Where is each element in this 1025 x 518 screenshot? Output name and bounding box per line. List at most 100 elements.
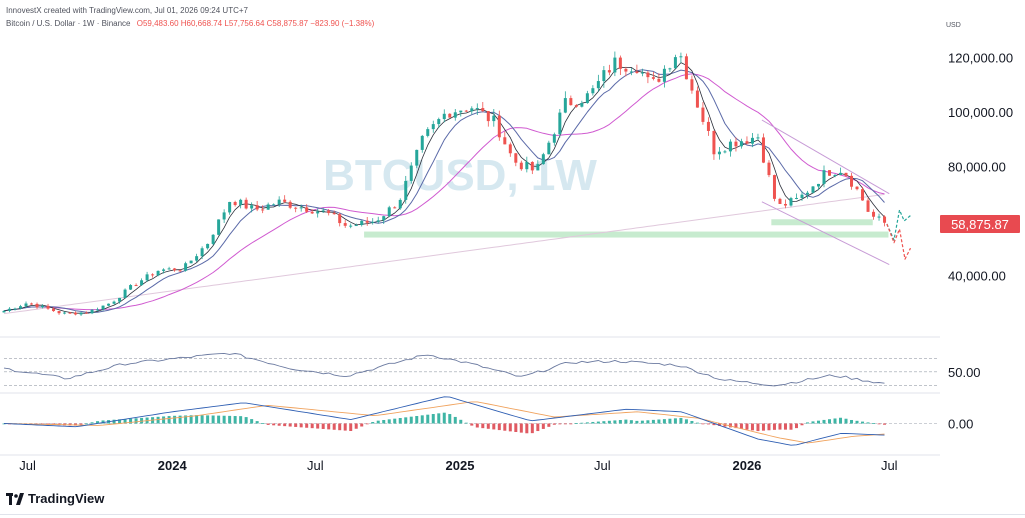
macd-histogram-bar <box>585 422 589 424</box>
macd-histogram-bar <box>591 421 595 424</box>
macd-histogram-bar <box>156 416 160 424</box>
macd-histogram-bar <box>354 423 358 429</box>
macd-histogram-bar <box>844 418 848 424</box>
macd-histogram-bar <box>596 421 600 424</box>
macd-histogram-bar <box>217 415 221 424</box>
macd-histogram-bar <box>129 418 133 424</box>
candle-body <box>321 210 325 212</box>
candle-body <box>486 111 490 122</box>
candle-body <box>618 57 622 69</box>
macd-histogram-bar <box>294 423 298 427</box>
macd-histogram-bar <box>470 423 474 426</box>
candle-body <box>558 112 562 135</box>
macd-histogram-bar <box>701 423 705 425</box>
macd-histogram-bar <box>431 414 435 424</box>
candle-body <box>415 149 419 166</box>
macd-histogram-bar <box>398 418 402 424</box>
macd-histogram-bar <box>426 414 430 424</box>
ma-200-line <box>3 193 885 315</box>
macd-histogram-bar <box>728 423 732 428</box>
candle-body <box>277 199 281 205</box>
chart-header: InnovestX created with TradingView.com, … <box>6 6 248 15</box>
candle-body <box>668 68 672 70</box>
macd-histogram-bar <box>850 419 854 424</box>
candle-body <box>211 234 215 244</box>
tradingview-logo-icon <box>6 492 24 505</box>
candle-body <box>173 268 177 271</box>
macd-histogram-bar <box>717 423 721 426</box>
candle-body <box>123 289 127 298</box>
macd-histogram-bar <box>112 419 116 424</box>
candle-body <box>635 71 639 74</box>
candle-body <box>574 105 578 107</box>
macd-histogram-bar <box>569 423 573 425</box>
candle-body <box>470 108 474 112</box>
candle-body <box>30 303 34 305</box>
candle-body <box>437 119 441 125</box>
macd-histogram-bar <box>327 423 331 430</box>
time-tick-1: 2024 <box>158 458 188 473</box>
rsi-axis-label: 50.00 <box>948 365 981 380</box>
candle-body <box>596 81 600 89</box>
candle-body <box>861 189 865 201</box>
candle-body <box>112 301 116 304</box>
candle-body <box>734 141 738 147</box>
candle-body <box>651 77 655 79</box>
candle-body <box>90 309 94 314</box>
ohlc-low: L57,756.64 <box>224 19 265 28</box>
candle-body <box>35 303 39 308</box>
candle-body <box>569 98 573 106</box>
candle-body <box>850 175 854 187</box>
macd-histogram-bar <box>409 416 413 424</box>
candle-body <box>305 207 309 212</box>
macd-histogram-bar <box>734 423 738 429</box>
candle-body <box>134 285 138 287</box>
candle-body <box>525 161 529 170</box>
macd-histogram-bar <box>332 423 336 430</box>
macd-histogram-bar <box>794 423 798 429</box>
candle-body <box>68 312 72 314</box>
candle-body <box>794 197 798 199</box>
macd-histogram-bar <box>118 419 122 424</box>
macd-histogram-bar <box>772 423 776 430</box>
candle-body <box>431 124 435 130</box>
candle-body <box>299 207 303 209</box>
author-line: InnovestX created with TradingView.com, … <box>6 6 248 15</box>
candle-body <box>646 72 650 78</box>
macd-histogram-bar <box>778 423 782 430</box>
candle-body <box>178 270 182 272</box>
macd-histogram-bar <box>162 416 166 424</box>
macd-histogram-bar <box>189 415 193 424</box>
macd-histogram-bar <box>393 418 397 424</box>
macd-histogram-bar <box>789 423 793 430</box>
macd-histogram-bar <box>475 423 479 428</box>
macd-histogram-bar <box>239 416 243 424</box>
candle-body <box>85 312 89 314</box>
macd-histogram-bar <box>464 422 468 424</box>
macd-histogram-bar <box>272 423 276 426</box>
candle-body <box>662 68 666 82</box>
candle-body <box>217 219 221 235</box>
candle-body <box>459 110 463 113</box>
macd-histogram-bar <box>883 423 887 425</box>
candle-body <box>492 115 496 122</box>
candle-body <box>63 312 67 314</box>
candle-body <box>805 192 809 195</box>
time-tick-6: Jul <box>881 458 898 473</box>
macd-histogram-bar <box>376 420 380 424</box>
macd-histogram-bar <box>855 420 859 424</box>
candle-body <box>360 220 364 226</box>
macd-histogram-bar <box>877 423 881 425</box>
candle-body <box>629 71 633 73</box>
channel-upper-line <box>761 119 890 195</box>
candle-body <box>74 312 78 315</box>
macd-histogram-bar <box>673 418 677 424</box>
candle-body <box>728 141 732 152</box>
candle-body <box>514 153 518 163</box>
candle-body <box>717 151 721 155</box>
candle-body <box>288 201 292 208</box>
macd-histogram-bar <box>261 423 265 424</box>
macd-histogram-bar <box>211 415 215 424</box>
candle-body <box>156 270 160 276</box>
